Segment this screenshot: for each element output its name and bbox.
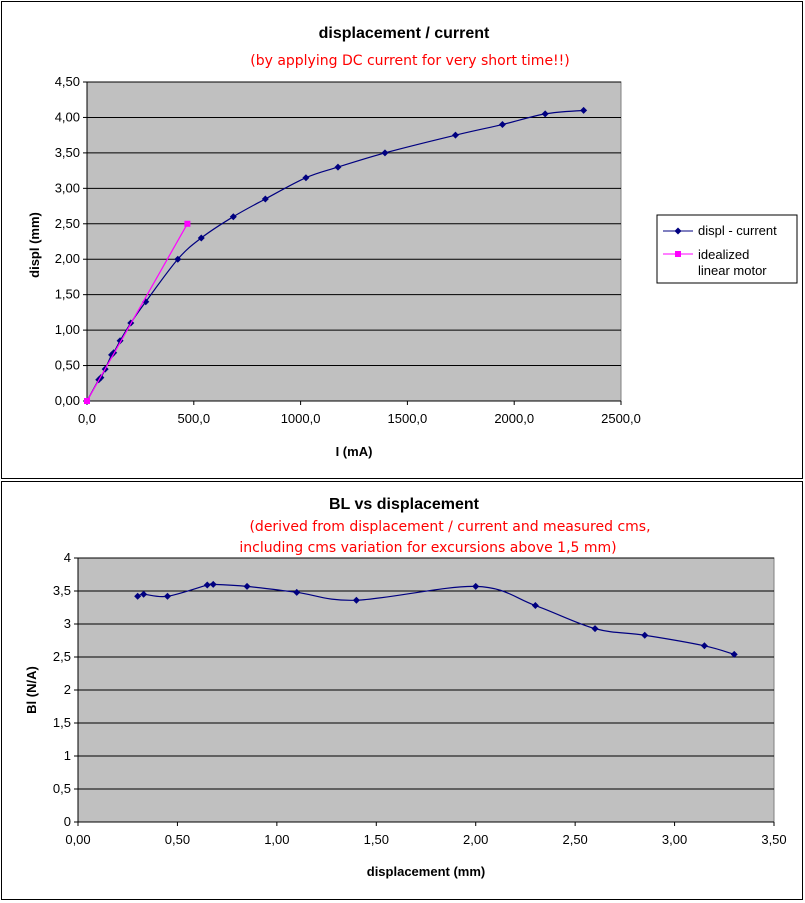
y-tick-label: 4 bbox=[64, 550, 71, 565]
y-tick-label: 3,00 bbox=[55, 180, 80, 195]
axis-ticks: 0 0,5 1 1,5 2 2,5 3 3,5 4 0,00 0,50 1,00 1,50 2,00 2,5… bbox=[53, 550, 787, 847]
y-tick-label: 1,00 bbox=[55, 322, 80, 337]
chart-panel-displacement-current: displacement / current (by applying DC c… bbox=[1, 1, 803, 479]
x-axis-title: I (mA) bbox=[336, 444, 373, 459]
chart-title: BL vs displacement bbox=[329, 496, 480, 513]
legend-label-idealized-line2: linear motor bbox=[698, 263, 767, 278]
data-point-diamond bbox=[140, 590, 148, 598]
data-point-diamond bbox=[229, 213, 237, 221]
y-tick-label: 0,50 bbox=[55, 358, 80, 373]
data-point-square bbox=[84, 398, 90, 404]
x-tick-label: 500,0 bbox=[178, 411, 211, 426]
data-point-diamond bbox=[134, 592, 142, 600]
data-point-diamond bbox=[472, 582, 480, 590]
y-tick-label: 0 bbox=[64, 814, 71, 829]
x-tick-label: 2500,0 bbox=[601, 411, 641, 426]
data-point-diamond bbox=[352, 596, 360, 604]
y-tick-label: 1,50 bbox=[55, 287, 80, 302]
y-axis-title: displ (mm) bbox=[27, 212, 42, 278]
x-tick-label: 2,50 bbox=[562, 832, 587, 847]
y-tick-label: 3 bbox=[64, 616, 71, 631]
y-tick-label: 2,50 bbox=[55, 216, 80, 231]
chart-subtitle: (by applying DC current for very short t… bbox=[250, 53, 570, 69]
data-series bbox=[134, 580, 738, 658]
y-tick-label: 1,5 bbox=[53, 715, 71, 730]
data-point-diamond bbox=[197, 234, 205, 242]
bl-displacement-chart: BL vs displacement (derived from displac… bbox=[24, 496, 787, 879]
x-tick-label: 1,00 bbox=[264, 832, 289, 847]
data-point-diamond bbox=[541, 110, 549, 118]
x-tick-label: 3,50 bbox=[761, 832, 786, 847]
legend-marker-square bbox=[675, 251, 681, 257]
x-tick-label: 0,00 bbox=[65, 832, 90, 847]
legend: displ - current idealized linear motor bbox=[656, 214, 798, 284]
data-point-diamond bbox=[498, 121, 506, 129]
y-axis-title: Bl (N/A) bbox=[24, 666, 39, 714]
data-point-diamond bbox=[203, 581, 211, 589]
data-point-diamond bbox=[261, 195, 269, 203]
legend-marker-diamond bbox=[674, 227, 682, 235]
x-axis-title: displacement (mm) bbox=[367, 864, 485, 879]
y-tick-label: 4,50 bbox=[55, 74, 80, 89]
x-tick-label: 1,50 bbox=[364, 832, 389, 847]
x-tick-label: 1500,0 bbox=[388, 411, 428, 426]
series-line-0 bbox=[137, 583, 735, 655]
plot-area bbox=[86, 81, 622, 402]
data-point-diamond bbox=[580, 106, 588, 114]
y-tick-label: 1 bbox=[64, 748, 71, 763]
data-point-diamond bbox=[174, 255, 182, 263]
data-point-diamond bbox=[700, 642, 708, 650]
axis-ticks: 0,00 0,50 1,00 1,50 2,00 2,50 3,00 3,50 4,00 4,50… bbox=[55, 74, 641, 426]
y-tick-label: 3,5 bbox=[53, 583, 71, 598]
x-tick-label: 0,0 bbox=[78, 411, 96, 426]
data-point-diamond bbox=[163, 592, 171, 600]
y-tick-label: 0,5 bbox=[53, 781, 71, 796]
data-point-diamond bbox=[591, 625, 599, 633]
data-point-diamond bbox=[293, 588, 301, 596]
data-point-diamond bbox=[302, 174, 310, 182]
y-tick-label: 2 bbox=[64, 682, 71, 697]
y-tick-label: 2,00 bbox=[55, 251, 80, 266]
y-tick-label: 4,00 bbox=[55, 109, 80, 124]
chart-title: displacement / current bbox=[319, 25, 490, 42]
x-tick-label: 1000,0 bbox=[281, 411, 321, 426]
data-series bbox=[83, 106, 588, 405]
data-point-diamond bbox=[730, 650, 738, 658]
data-point-diamond bbox=[334, 163, 342, 171]
x-tick-label: 3,00 bbox=[662, 832, 687, 847]
legend-label-idealized-line1: idealized bbox=[698, 247, 749, 262]
data-point-diamond bbox=[451, 131, 459, 139]
x-tick-label: 2000,0 bbox=[494, 411, 534, 426]
data-point-diamond bbox=[209, 580, 217, 588]
x-tick-label: 0,50 bbox=[165, 832, 190, 847]
displacement-current-chart: displacement / current (by applying DC c… bbox=[27, 25, 798, 459]
data-point-diamond bbox=[641, 631, 649, 639]
y-tick-label: 2,5 bbox=[53, 649, 71, 664]
data-point-diamond bbox=[531, 602, 539, 610]
series-line-1 bbox=[86, 223, 188, 402]
chart-subtitle-line1: (derived from displacement / current and… bbox=[249, 519, 650, 535]
legend-label-displ-current: displ - current bbox=[698, 223, 777, 238]
chart-panel-bl-displacement: BL vs displacement (derived from displac… bbox=[1, 481, 803, 900]
y-tick-label: 3,50 bbox=[55, 145, 80, 160]
data-point-diamond bbox=[243, 582, 251, 590]
y-tick-label: 0,00 bbox=[55, 393, 80, 408]
legend-box bbox=[656, 214, 798, 284]
x-tick-label: 2,00 bbox=[463, 832, 488, 847]
data-point-diamond bbox=[381, 149, 389, 157]
chart-subtitle-line2: including cms variation for excursions a… bbox=[239, 540, 616, 556]
data-point-square bbox=[184, 220, 191, 227]
